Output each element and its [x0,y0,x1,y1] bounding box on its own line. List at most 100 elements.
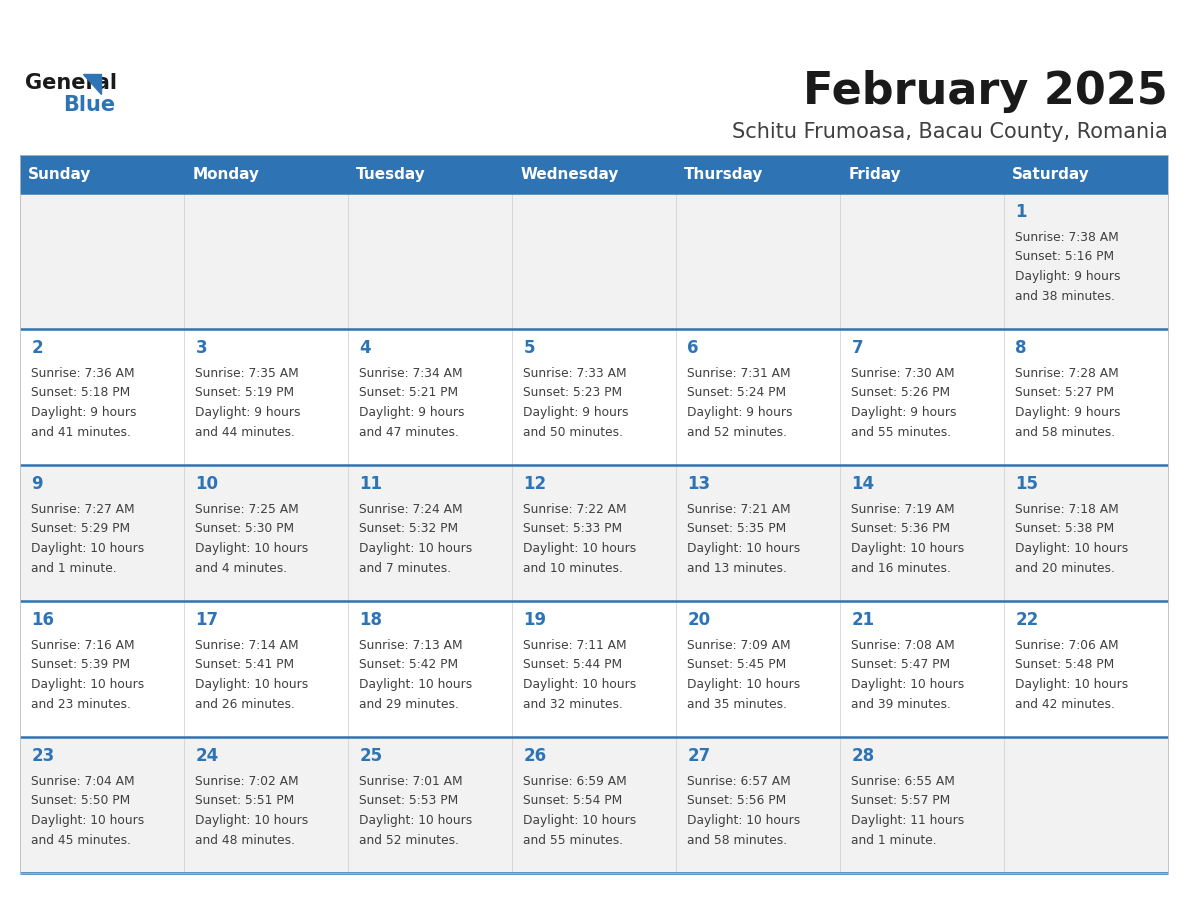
Text: Daylight: 10 hours: Daylight: 10 hours [196,542,309,555]
Text: and 26 minutes.: and 26 minutes. [196,698,296,711]
Text: and 1 minute.: and 1 minute. [852,834,937,846]
Text: Sunrise: 7:02 AM: Sunrise: 7:02 AM [196,775,299,788]
Text: Sunrise: 7:13 AM: Sunrise: 7:13 AM [360,639,463,652]
Text: and 23 minutes.: and 23 minutes. [31,698,132,711]
Text: Sunset: 5:53 PM: Sunset: 5:53 PM [360,794,459,808]
Text: Sunrise: 7:34 AM: Sunrise: 7:34 AM [360,367,463,380]
Bar [20,601,1168,737]
Text: Sunset: 5:35 PM: Sunset: 5:35 PM [688,522,786,535]
Text: Tuesday: Tuesday [356,166,426,182]
Text: Sunset: 5:56 PM: Sunset: 5:56 PM [688,794,786,808]
Text: Daylight: 10 hours: Daylight: 10 hours [524,678,637,691]
Text: Friday: Friday [848,166,901,182]
Text: Sunrise: 7:16 AM: Sunrise: 7:16 AM [31,639,135,652]
Text: Sunset: 5:51 PM: Sunset: 5:51 PM [196,794,295,808]
Text: 18: 18 [360,611,383,629]
Text: 25: 25 [360,747,383,765]
Text: Sunset: 5:24 PM: Sunset: 5:24 PM [688,386,786,399]
Text: Sunset: 5:32 PM: Sunset: 5:32 PM [360,522,459,535]
Bar [20,155,1168,193]
Text: Saturday: Saturday [1012,166,1089,182]
Text: Wednesday: Wednesday [520,166,619,182]
Text: Sunrise: 7:28 AM: Sunrise: 7:28 AM [1016,367,1119,380]
Text: and 55 minutes.: and 55 minutes. [852,426,952,439]
Text: Sunset: 5:54 PM: Sunset: 5:54 PM [524,794,623,808]
Text: Sunrise: 6:59 AM: Sunrise: 6:59 AM [524,775,627,788]
Text: Daylight: 10 hours: Daylight: 10 hours [524,814,637,827]
Bar [20,329,1168,465]
Text: and 58 minutes.: and 58 minutes. [1016,426,1116,439]
Text: Sunset: 5:16 PM: Sunset: 5:16 PM [1016,251,1114,263]
Text: Daylight: 10 hours: Daylight: 10 hours [196,678,309,691]
Text: Sunset: 5:39 PM: Sunset: 5:39 PM [31,658,131,671]
Text: Daylight: 9 hours: Daylight: 9 hours [1016,270,1121,283]
Text: and 32 minutes.: and 32 minutes. [524,698,624,711]
Text: 17: 17 [196,611,219,629]
Text: and 13 minutes.: and 13 minutes. [688,562,788,575]
Text: Daylight: 10 hours: Daylight: 10 hours [31,542,145,555]
Text: 23: 23 [31,747,55,765]
Text: General: General [25,73,116,93]
Text: and 44 minutes.: and 44 minutes. [196,426,296,439]
Text: Blue: Blue [63,95,115,115]
Text: and 50 minutes.: and 50 minutes. [524,426,624,439]
Text: Sunrise: 7:25 AM: Sunrise: 7:25 AM [196,503,299,516]
Text: 19: 19 [524,611,546,629]
Text: and 45 minutes.: and 45 minutes. [31,834,132,846]
Text: Sunset: 5:48 PM: Sunset: 5:48 PM [1016,658,1114,671]
Text: Sunrise: 7:18 AM: Sunrise: 7:18 AM [1016,503,1119,516]
Text: Sunset: 5:21 PM: Sunset: 5:21 PM [360,386,459,399]
Text: Sunrise: 7:33 AM: Sunrise: 7:33 AM [524,367,627,380]
Text: Sunrise: 7:06 AM: Sunrise: 7:06 AM [1016,639,1119,652]
Text: and 38 minutes.: and 38 minutes. [1016,289,1116,303]
Text: Daylight: 10 hours: Daylight: 10 hours [852,542,965,555]
Text: Daylight: 10 hours: Daylight: 10 hours [31,814,145,827]
Text: Daylight: 9 hours: Daylight: 9 hours [524,406,628,419]
Text: 15: 15 [1016,475,1038,493]
Text: Sunset: 5:19 PM: Sunset: 5:19 PM [196,386,295,399]
Text: and 52 minutes.: and 52 minutes. [688,426,788,439]
Text: Sunset: 5:41 PM: Sunset: 5:41 PM [196,658,295,671]
Text: Sunrise: 7:22 AM: Sunrise: 7:22 AM [524,503,627,516]
Text: and 39 minutes.: and 39 minutes. [852,698,952,711]
Text: Sunset: 5:38 PM: Sunset: 5:38 PM [1016,522,1114,535]
Text: Daylight: 9 hours: Daylight: 9 hours [852,406,958,419]
Text: Sunrise: 6:55 AM: Sunrise: 6:55 AM [852,775,955,788]
Text: 6: 6 [688,339,699,357]
Text: Sunset: 5:26 PM: Sunset: 5:26 PM [852,386,950,399]
Text: Sunday: Sunday [29,166,91,182]
Text: and 1 minute.: and 1 minute. [31,562,118,575]
Text: and 7 minutes.: and 7 minutes. [360,562,451,575]
Text: 10: 10 [196,475,219,493]
Text: Daylight: 10 hours: Daylight: 10 hours [196,814,309,827]
Text: 27: 27 [688,747,710,765]
Text: Sunrise: 7:27 AM: Sunrise: 7:27 AM [31,503,135,516]
Text: Sunrise: 7:11 AM: Sunrise: 7:11 AM [524,639,627,652]
Text: Daylight: 10 hours: Daylight: 10 hours [360,542,473,555]
Text: 14: 14 [852,475,874,493]
Text: Daylight: 9 hours: Daylight: 9 hours [196,406,301,419]
Text: 26: 26 [524,747,546,765]
Text: Sunset: 5:23 PM: Sunset: 5:23 PM [524,386,623,399]
Text: Sunrise: 7:36 AM: Sunrise: 7:36 AM [31,367,135,380]
Text: Daylight: 10 hours: Daylight: 10 hours [688,814,801,827]
Text: Daylight: 10 hours: Daylight: 10 hours [360,678,473,691]
Text: Daylight: 10 hours: Daylight: 10 hours [360,814,473,827]
Text: Sunset: 5:44 PM: Sunset: 5:44 PM [524,658,623,671]
Text: and 4 minutes.: and 4 minutes. [196,562,287,575]
Text: and 42 minutes.: and 42 minutes. [1016,698,1116,711]
Text: Sunset: 5:50 PM: Sunset: 5:50 PM [31,794,131,808]
Text: Sunrise: 7:31 AM: Sunrise: 7:31 AM [688,367,791,380]
Text: Sunset: 5:42 PM: Sunset: 5:42 PM [360,658,459,671]
Text: Sunrise: 7:21 AM: Sunrise: 7:21 AM [688,503,791,516]
Text: 12: 12 [524,475,546,493]
Text: Daylight: 10 hours: Daylight: 10 hours [852,678,965,691]
Text: and 52 minutes.: and 52 minutes. [360,834,460,846]
Text: and 58 minutes.: and 58 minutes. [688,834,788,846]
Text: February 2025: February 2025 [803,70,1168,113]
Text: Daylight: 10 hours: Daylight: 10 hours [1016,678,1129,691]
Text: Sunset: 5:33 PM: Sunset: 5:33 PM [524,522,623,535]
Text: Sunset: 5:45 PM: Sunset: 5:45 PM [688,658,786,671]
Text: 4: 4 [360,339,371,357]
Text: Daylight: 10 hours: Daylight: 10 hours [688,678,801,691]
